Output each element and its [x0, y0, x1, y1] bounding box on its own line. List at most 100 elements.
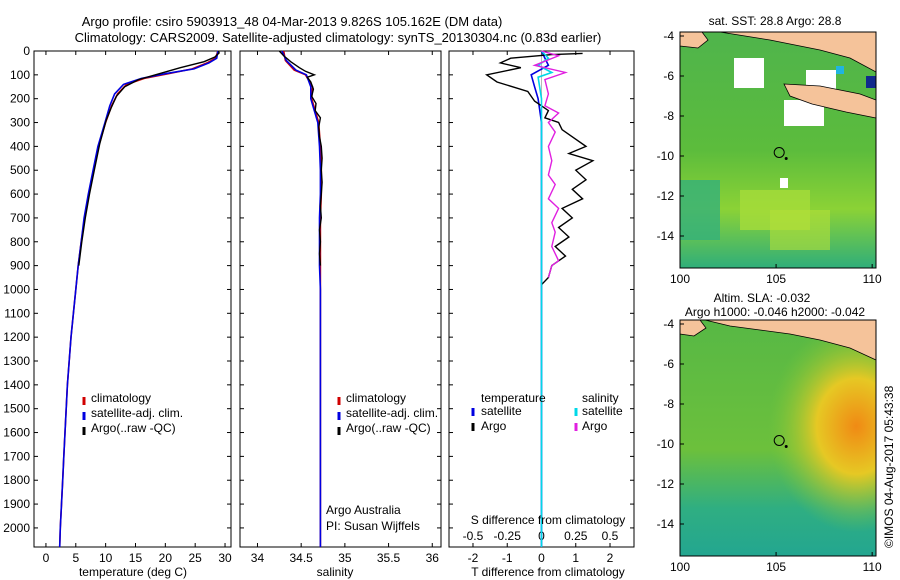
salinity-panel: 34 34.5 35 35.5 36 salinity climatology sate… — [239, 50, 442, 579]
x-tick-label: 5 — [72, 551, 79, 565]
annotation-pi: PI: Susan Wijffels — [326, 519, 420, 533]
christmas-island — [784, 445, 788, 448]
x-tick-label: 34 — [251, 551, 265, 565]
sst-map-ticks: -4 -6 -8 -10 -12 -14 100 105 110 — [657, 29, 882, 286]
x2-tick-label: 0.5 — [602, 529, 619, 543]
sst-argo-marker — [773, 147, 785, 158]
y-tick-label: 100 — [10, 68, 30, 82]
map-y-tick-label: -14 — [657, 229, 675, 243]
map-y-tick-label: -4 — [663, 317, 674, 331]
x2-tick-label: -0.25 — [494, 529, 522, 543]
title-line-1: Argo profile: csiro 5903913_48 04-Mar-20… — [82, 14, 503, 29]
y-tick-label: 1100 — [4, 306, 30, 320]
temperature-xlabel: temperature (deg C) — [79, 565, 187, 579]
y-tick-label: 1400 — [3, 378, 30, 392]
map-x-tick-label: 105 — [766, 272, 786, 286]
legend-label-s-satellite: satellite — [582, 404, 623, 418]
sla-map-ticks: -4 -6 -8 -10 -12 -14 100 105 110 — [657, 317, 882, 574]
sst-field-patches — [680, 58, 876, 250]
temperature-axes-frame — [33, 50, 232, 548]
sla-map-subtitle: Argo h1000: -0.046 h2000: -0.042 — [685, 305, 865, 319]
series-satellite-adj-clim- — [281, 50, 322, 547]
map-y-tick-label: -8 — [663, 109, 674, 123]
x-tick-label: -2 — [468, 551, 479, 565]
series-climatology — [282, 50, 323, 547]
y-tick-label: 800 — [10, 235, 30, 249]
temperature-legend: climatology satellite-adj. clim. Argo(..… — [82, 391, 183, 435]
legend-label-satellite-adj: satellite-adj. clim. — [91, 406, 183, 420]
difference-x2label: S difference from climatology — [471, 513, 626, 527]
series-argo-raw-qc- — [278, 50, 323, 266]
series-salinity-argo — [532, 50, 569, 278]
series-satellite-adj-clim- — [58, 50, 219, 548]
x2-tick-label: -0.5 — [463, 529, 484, 543]
x-tick-label: 0 — [43, 551, 50, 565]
y-tick-label: 1700 — [3, 449, 30, 463]
series-climatology — [58, 50, 219, 548]
series-temperature-argo — [484, 52, 595, 286]
map-y-tick-label: -6 — [663, 69, 674, 83]
x-tick-label: 25 — [189, 551, 203, 565]
temperature-lines — [58, 50, 220, 548]
y-tick-label: 1500 — [3, 402, 30, 416]
imos-watermark: ©IMOS 04-Aug-2017 05:43:38 — [882, 385, 896, 548]
x-tick-label: 35 — [338, 551, 352, 565]
map-y-tick-label: -10 — [657, 437, 675, 451]
sla-map-panel: Altim. SLA: -0.032 Argo h1000: -0.046 h2… — [657, 291, 882, 574]
x-tick-label: 35.5 — [377, 551, 401, 565]
map-y-tick-label: -4 — [663, 29, 674, 43]
christmas-island — [784, 157, 788, 160]
difference-xlabel: T difference from climatology — [471, 565, 625, 579]
x-tick-label: -1 — [502, 551, 513, 565]
map-y-tick-label: -10 — [657, 149, 675, 163]
legend-label-s-argo: Argo — [582, 419, 608, 433]
difference-lines — [484, 50, 595, 547]
x-tick-label: 36 — [426, 551, 440, 565]
x-tick-label: 1 — [572, 551, 579, 565]
legend-label-t-argo: Argo — [481, 419, 507, 433]
map-x-tick-label: 105 — [766, 560, 786, 574]
temperature-ticks: 0100200300400500600700800900100011001200… — [3, 44, 232, 565]
series-temperature-satellite — [530, 50, 550, 547]
difference-panel: -2 -1 0 1 2-0.5 -0.25 0 0.25 0.5 S difference fr… — [448, 50, 635, 579]
y-tick-label: 1800 — [3, 473, 30, 487]
difference-ticks: -2 -1 0 1 2-0.5 -0.25 0 0.25 0.5 — [449, 50, 634, 565]
x-tick-label: 34.5 — [289, 551, 313, 565]
map-x-tick-label: 110 — [863, 560, 882, 574]
y-tick-label: 200 — [10, 92, 30, 106]
legend-title-temperature: temperature — [481, 391, 546, 405]
map-x-tick-label: 110 — [863, 272, 882, 286]
legend-label-climatology: climatology — [91, 391, 151, 405]
legend-title-salinity: salinity — [582, 391, 619, 405]
sst-map-title: sat. SST: 28.8 Argo: 28.8 — [709, 14, 842, 28]
y-tick-label: 500 — [10, 163, 30, 177]
y-tick-label: 300 — [10, 116, 30, 130]
legend-label-satellite-adj: satellite-adj. clim. — [346, 406, 438, 420]
y-tick-label: 1600 — [3, 426, 30, 440]
series-argo-raw-qc- — [78, 50, 220, 266]
x2-tick-label: 0.25 — [564, 529, 588, 543]
y-tick-label: 600 — [10, 187, 30, 201]
salinity-ticks: 34 34.5 35 35.5 36 — [240, 50, 441, 565]
sla-argo-marker — [773, 435, 785, 446]
title-line-2: Climatology: CARS2009. Satellite-adjuste… — [75, 30, 602, 45]
x-tick-label: 10 — [99, 551, 113, 565]
map-y-tick-label: -8 — [663, 397, 674, 411]
x-tick-label: 20 — [159, 551, 173, 565]
sst-map-frame — [679, 31, 877, 269]
y-tick-label: 900 — [10, 259, 30, 273]
map-y-tick-label: -12 — [657, 477, 675, 491]
difference-legend: satellite temperature satellite Argo sal… — [471, 391, 623, 433]
salinity-axes-frame — [239, 50, 442, 548]
y-tick-label: 2000 — [3, 521, 30, 535]
x-tick-label: 15 — [129, 551, 143, 565]
y-tick-label: 1200 — [3, 330, 30, 344]
y-tick-label: 700 — [10, 211, 30, 225]
sla-field-high — [680, 320, 876, 556]
map-y-tick-label: -14 — [657, 517, 675, 531]
salinity-xlabel: salinity — [317, 565, 354, 579]
sla-map-title: Altim. SLA: -0.032 — [714, 291, 811, 305]
series-salinity-satellite — [536, 50, 554, 547]
y-tick-label: 1000 — [3, 282, 30, 296]
